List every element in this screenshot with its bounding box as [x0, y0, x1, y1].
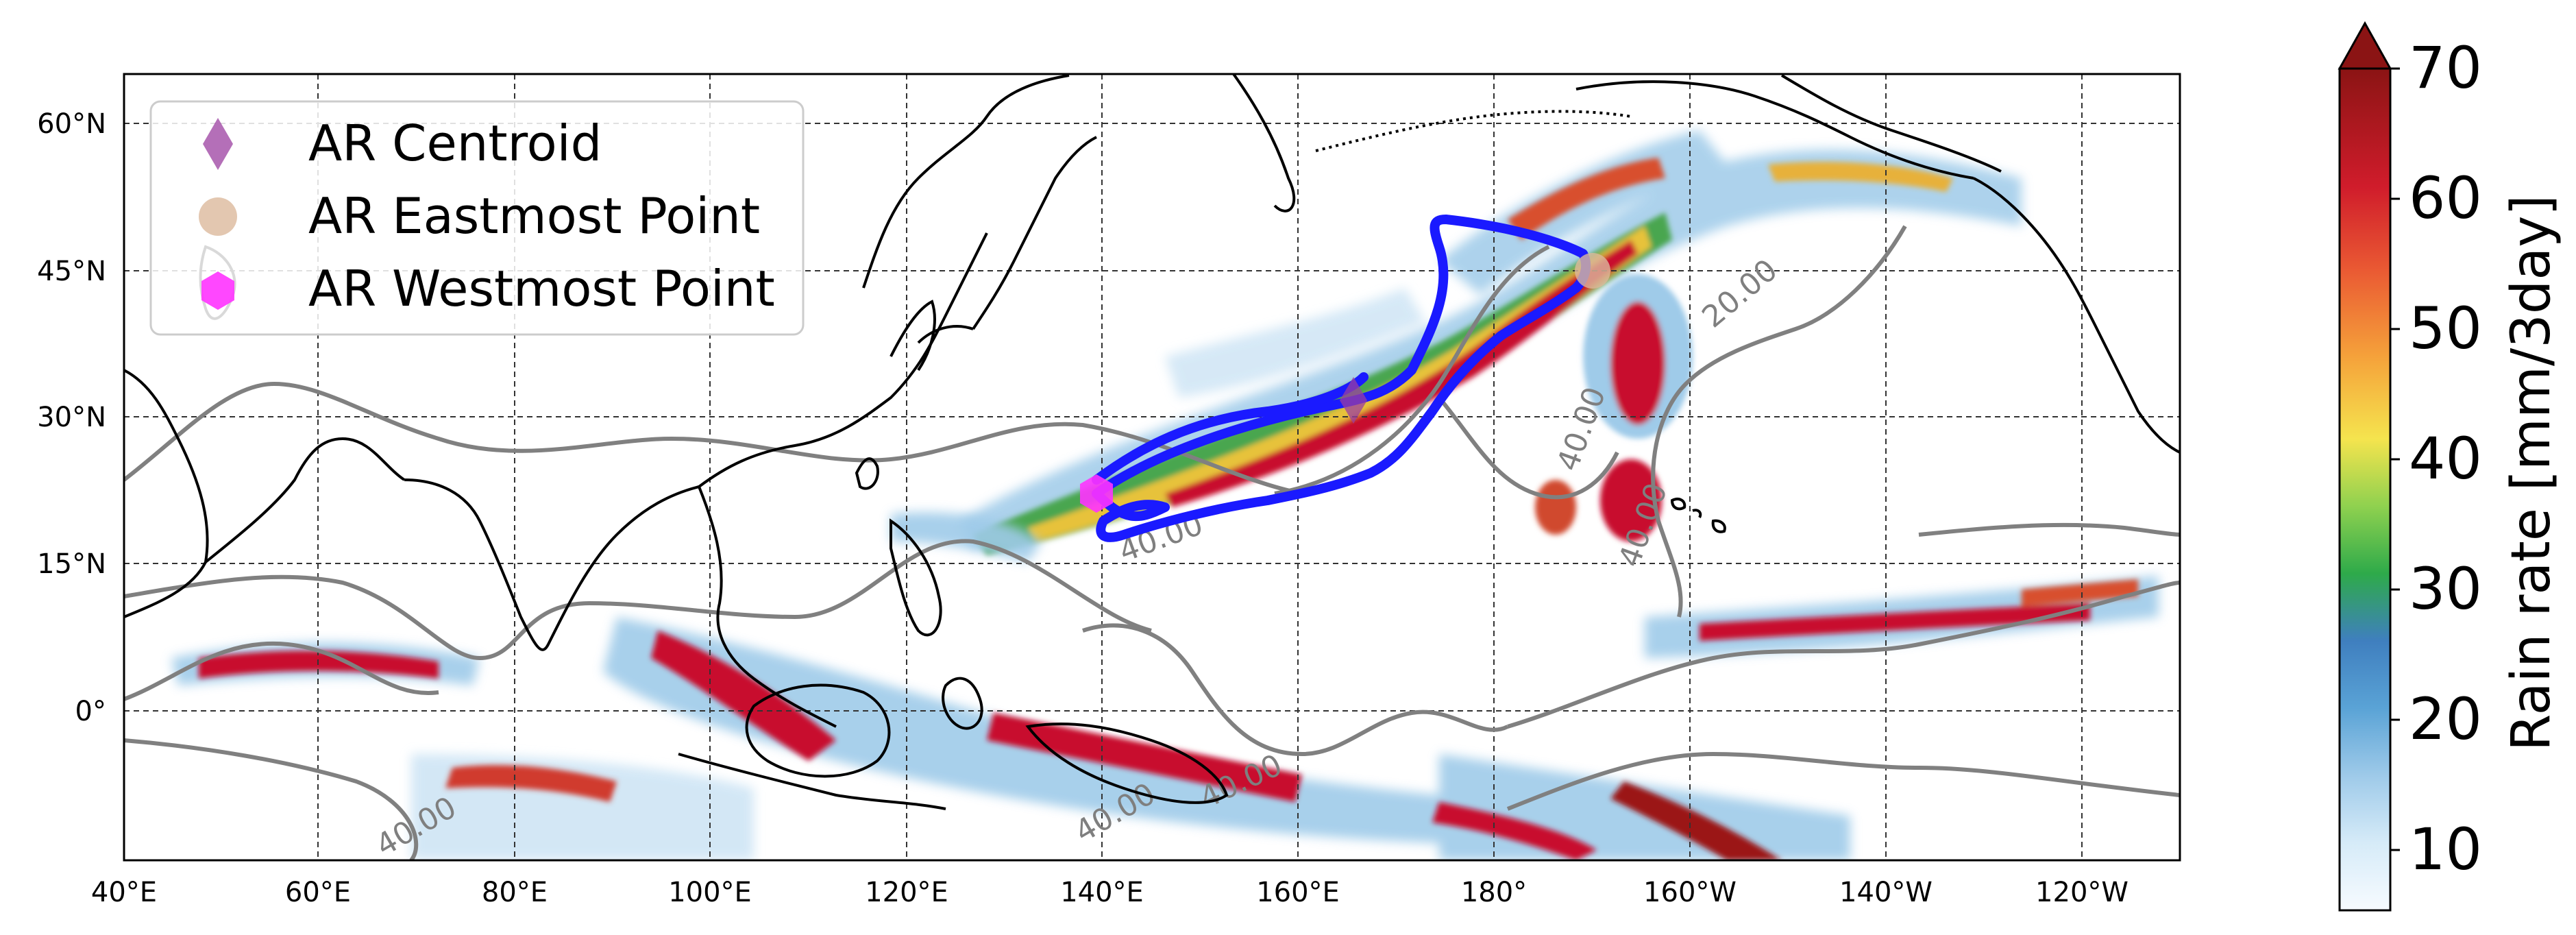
colorbar-tick-label: 60 — [2409, 165, 2482, 232]
lon-tick: 40°E — [91, 877, 157, 908]
lat-tick: 30°N — [37, 402, 106, 433]
lon-tick: 140°W — [1839, 877, 1933, 908]
lat-tick: 0° — [75, 696, 106, 727]
legend-label-centroid: AR Centroid — [308, 114, 602, 172]
colorbar-tick-label: 20 — [2409, 685, 2482, 753]
ar-eastmost-marker — [1575, 253, 1610, 289]
colorbar-tick-label: 70 — [2409, 34, 2482, 101]
legend: AR Centroid AR Eastmost Point AR Westmos… — [149, 100, 805, 336]
lon-tick: 100°E — [668, 877, 752, 908]
lon-tick: 160°E — [1256, 877, 1340, 908]
colorbar: 70 60 50 40 30 20 10 Rain rate [mm/3day] — [2338, 21, 2562, 912]
colorbar-ticks — [2390, 67, 2400, 851]
lon-tick: 120°W — [2035, 877, 2129, 908]
diamond-icon — [203, 118, 233, 170]
lon-tick: 60°E — [285, 877, 351, 908]
legend-label-westmost: AR Westmost Point — [308, 260, 775, 317]
lon-tick: 140°E — [1060, 877, 1144, 908]
colorbar-gradient — [2338, 67, 2392, 912]
lon-tick: 180° — [1461, 877, 1527, 908]
ar-markers — [1080, 253, 1610, 513]
circle-icon — [199, 197, 237, 236]
contours — [124, 225, 2180, 860]
hexagon-icon — [201, 271, 234, 310]
colorbar-tick-label: 50 — [2409, 295, 2482, 362]
lon-tick-labels: 40°E 60°E 80°E 100°E 120°E 140°E 160°E 1… — [91, 877, 2129, 908]
lat-tick: 60°N — [37, 108, 106, 140]
lat-tick-labels: 60°N 45°N 30°N 15°N 0° — [37, 108, 106, 727]
ar-centroid-marker — [1340, 377, 1367, 424]
lon-tick: 120°E — [865, 877, 948, 908]
ar-outline — [1092, 215, 1591, 542]
colorbar-tick-label: 30 — [2409, 555, 2482, 622]
ar-westmost-marker — [1080, 474, 1113, 513]
lat-tick: 45°N — [37, 256, 106, 287]
lon-tick: 80°E — [482, 877, 548, 908]
colorbar-tick-label: 10 — [2409, 816, 2482, 883]
gridlines — [124, 74, 2180, 860]
lon-tick: 160°W — [1643, 877, 1737, 908]
coastlines — [124, 74, 2180, 810]
legend-label-eastmost: AR Eastmost Point — [308, 187, 760, 245]
map-frame — [123, 73, 2181, 862]
map-panel: 20.00 40.00 40.00 40.00 40.00 40.00 40.0… — [123, 73, 2181, 864]
legend-box — [149, 100, 805, 336]
lat-tick: 15°N — [37, 548, 106, 580]
colorbar-tick-label: 40 — [2409, 425, 2482, 492]
colorbar-label: Rain rate [mm/3day] — [2501, 195, 2562, 751]
colorbar-extend-arrow — [2338, 21, 2392, 70]
